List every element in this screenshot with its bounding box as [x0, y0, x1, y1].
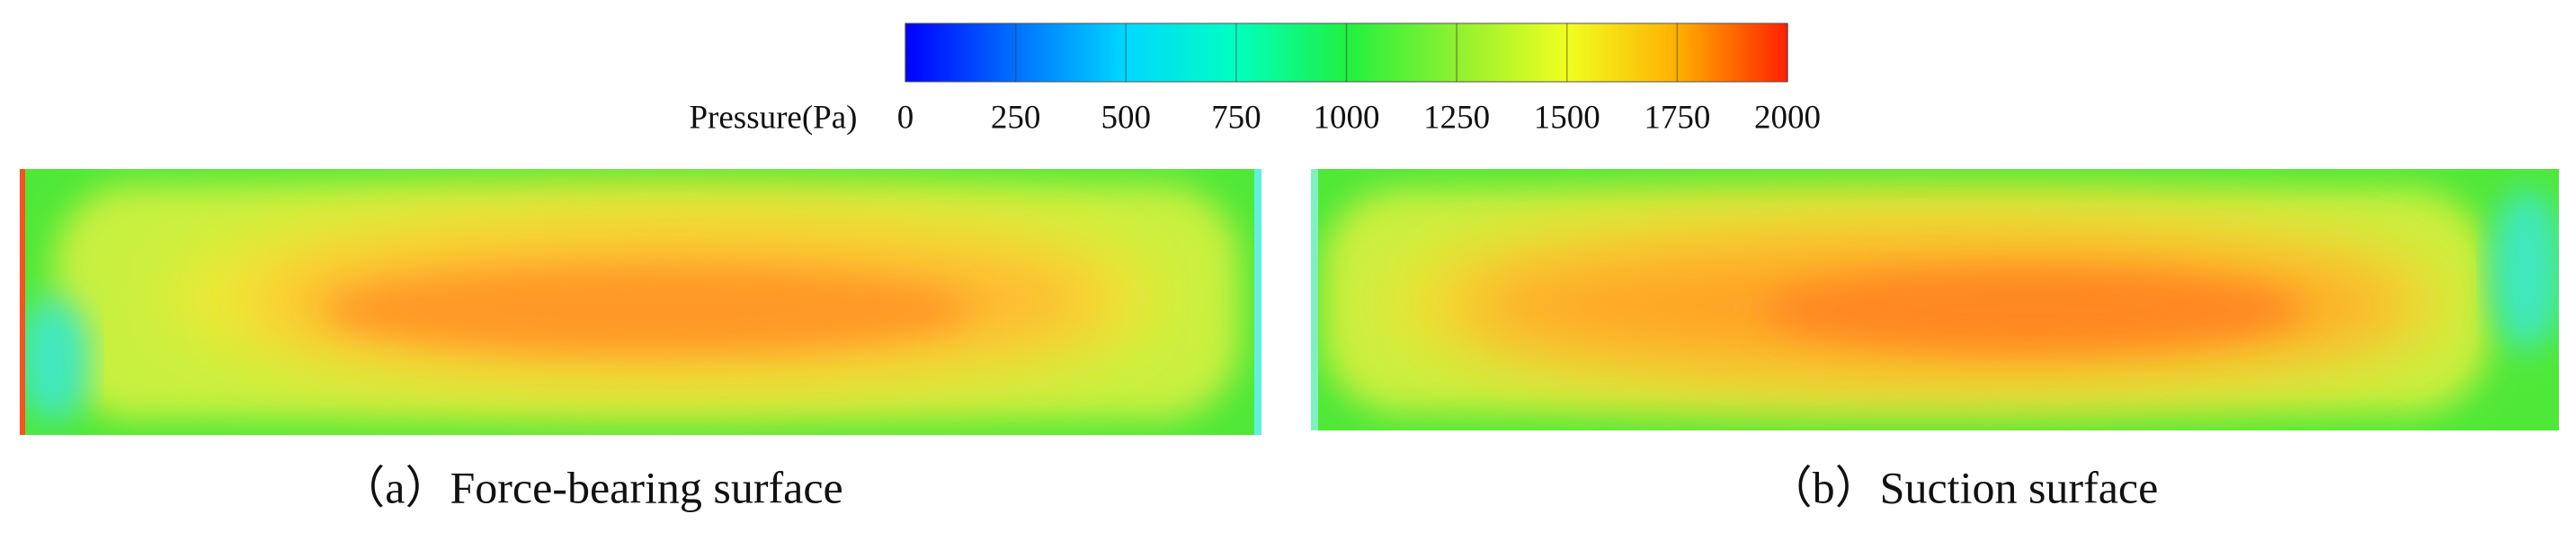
colorbar-tick-label: 1500 — [1534, 99, 1600, 136]
colorbar-tick-label: 2000 — [1754, 99, 1821, 136]
colorbar-tick-label: 500 — [1101, 99, 1152, 136]
panel-caption: （a）Force-bearing surface — [340, 462, 842, 512]
colorbar-tick-label: 1750 — [1644, 99, 1710, 136]
colorbar-tick-label: 750 — [1211, 99, 1261, 136]
colorbar-label: Pressure(Pa) — [689, 99, 857, 136]
contour-suction — [1311, 169, 2559, 430]
colorbar — [905, 22, 1788, 83]
panel-caption: （b）Suction surface — [1768, 462, 2159, 512]
contour-force-bearing — [20, 169, 1261, 435]
colorbar-tick-label: 1000 — [1314, 99, 1380, 136]
colorbar-tick-label: 0 — [897, 99, 914, 136]
colorbar-tick-label: 250 — [991, 99, 1041, 136]
colorbar-tick-label: 1250 — [1423, 99, 1490, 136]
